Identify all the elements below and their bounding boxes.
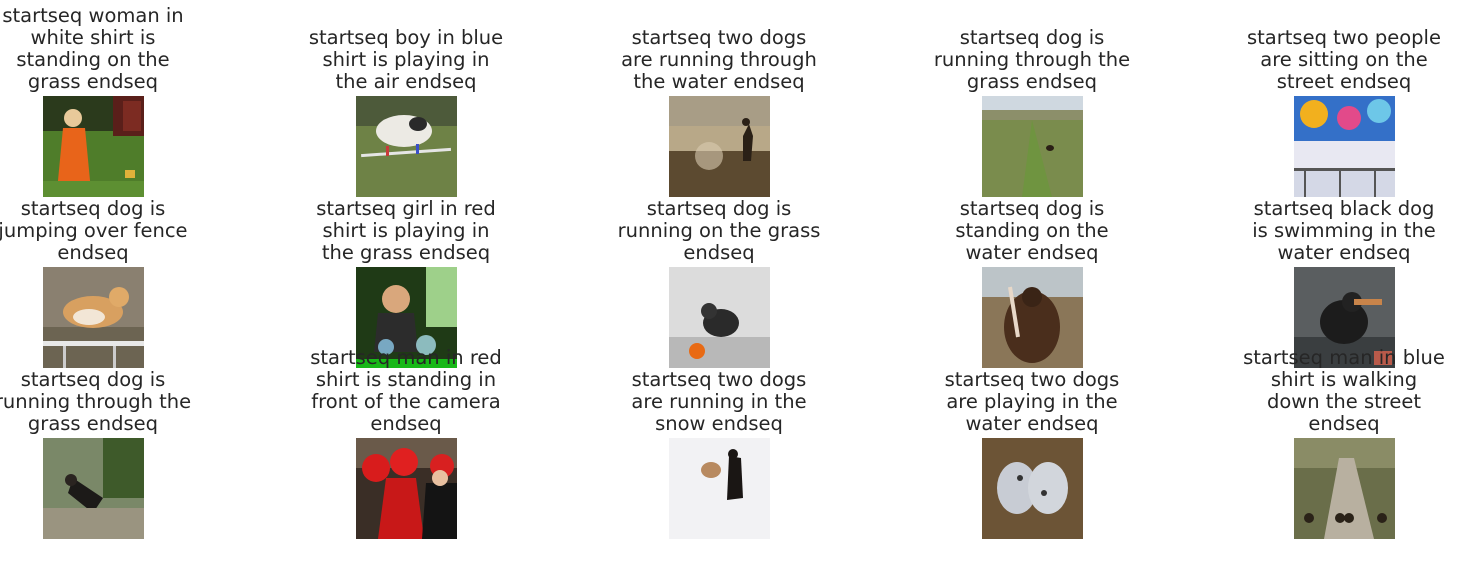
caption-text: startseq man in red shirt is standing in… bbox=[310, 346, 502, 435]
result-image bbox=[1294, 267, 1395, 368]
result-image bbox=[1294, 438, 1395, 539]
caption-text: startseq two dogs are playing in the wat… bbox=[944, 368, 1120, 435]
result-image bbox=[356, 267, 457, 368]
caption-text: startseq boy in blue shirt is playing in… bbox=[308, 26, 504, 93]
result-image bbox=[1294, 96, 1395, 197]
result-image bbox=[982, 438, 1083, 539]
caption-text: startseq dog is running through the gras… bbox=[933, 26, 1131, 93]
caption-text: startseq dog is standing on the water en… bbox=[955, 197, 1109, 264]
caption-text: startseq girl in red shirt is playing in… bbox=[316, 197, 496, 264]
caption-text: startseq woman in white shirt is standin… bbox=[2, 4, 184, 93]
caption-text: startseq two dogs are running in the sno… bbox=[631, 368, 807, 435]
result-image bbox=[982, 267, 1083, 368]
result-image bbox=[669, 438, 770, 539]
caption-text: startseq black dog is swimming in the wa… bbox=[1252, 197, 1436, 264]
caption-text: startseq dog is running on the grass end… bbox=[617, 197, 821, 264]
result-image bbox=[356, 96, 457, 197]
result-image bbox=[669, 267, 770, 368]
caption-text: startseq man in blue shirt is walking do… bbox=[1243, 346, 1445, 435]
result-image bbox=[356, 438, 457, 539]
caption-text: startseq two people are sitting on the s… bbox=[1247, 26, 1441, 93]
result-image bbox=[43, 267, 144, 368]
result-image bbox=[43, 96, 144, 197]
result-image bbox=[982, 96, 1083, 197]
caption-text: startseq two dogs are running through th… bbox=[621, 26, 817, 93]
result-image bbox=[43, 438, 144, 539]
result-image bbox=[669, 96, 770, 197]
caption-text: startseq dog is running through the gras… bbox=[0, 368, 192, 435]
caption-text: startseq dog is jumping over fence endse… bbox=[0, 197, 188, 264]
